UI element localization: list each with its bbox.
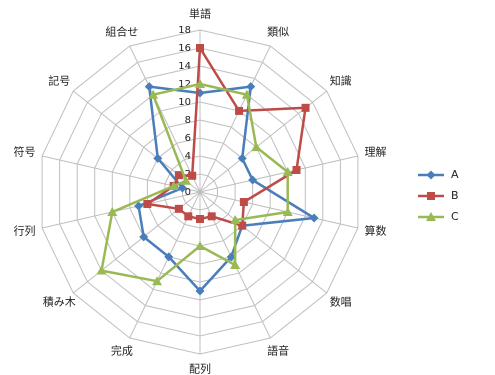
data-point-B-9 (174, 204, 183, 213)
data-point-A-8 (164, 252, 174, 262)
legend-marker-B (427, 192, 435, 200)
tick-label-8: 8 (185, 115, 191, 126)
data-point-C-3 (282, 166, 293, 176)
data-point-B-5 (238, 221, 247, 230)
radar-spokes (41, 30, 359, 354)
tick-label-12: 12 (178, 79, 191, 90)
data-point-B-3 (292, 165, 301, 174)
data-point-B-12 (174, 171, 183, 180)
data-point-B-13 (188, 171, 197, 180)
axis-label-10: 行列 (14, 224, 36, 238)
data-point-A-13 (144, 82, 154, 92)
data-point-A-1 (246, 82, 256, 92)
data-point-A-4 (309, 213, 319, 223)
data-point-C-5 (230, 215, 241, 225)
legend-entry-A: A (418, 168, 459, 181)
data-point-A-9 (139, 232, 149, 242)
series-A (134, 82, 319, 296)
spoke-5 (199, 191, 328, 294)
legend-marker-C (426, 212, 436, 221)
tick-label-6: 6 (185, 133, 191, 144)
spoke-3 (199, 155, 359, 193)
data-point-B-8 (184, 212, 193, 221)
legend-label-B: B (451, 189, 459, 202)
tick-label-14: 14 (178, 61, 191, 72)
data-point-B-1 (235, 106, 244, 115)
data-series (96, 44, 319, 296)
axis-label-1: 類似 (267, 25, 289, 38)
spoke-13 (129, 45, 201, 193)
data-point-B-7 (196, 215, 204, 223)
tick-label-16: 16 (178, 43, 191, 54)
data-point-A-3 (248, 175, 258, 185)
spoke-1 (199, 45, 271, 193)
axis-label-13: 組合せ (105, 24, 138, 38)
data-point-C-11 (168, 180, 179, 190)
data-point-B-6 (207, 212, 216, 221)
data-point-C-12 (180, 175, 191, 185)
axis-label-4: 算数 (365, 224, 387, 238)
data-point-C-10 (107, 207, 118, 217)
axis-label-8: 完成 (111, 344, 133, 358)
data-point-C-0 (195, 79, 205, 88)
spoke-10 (41, 191, 201, 229)
data-point-A-10 (134, 201, 144, 211)
data-point-C-2 (251, 142, 262, 152)
axis-label-12: 記号 (48, 74, 70, 88)
data-point-B-2 (301, 103, 310, 112)
axis-label-0: 単語 (189, 7, 211, 21)
series-C (96, 79, 293, 286)
legend-entry-C: C (418, 210, 459, 223)
data-point-A-7 (195, 286, 205, 296)
tick-label-10: 10 (178, 97, 191, 108)
data-point-C-9 (96, 265, 107, 275)
data-point-A-12 (153, 153, 163, 163)
legend-marker-A (426, 170, 436, 180)
tick-label-4: 4 (185, 151, 191, 162)
axis-label-3: 理解 (365, 145, 387, 159)
legend-label-A: A (451, 168, 459, 181)
data-point-C-6 (230, 259, 241, 269)
tick-label-18: 18 (178, 25, 191, 36)
legend: ABC (418, 168, 459, 223)
axis-label-11: 符号 (14, 146, 36, 159)
data-point-B-4 (239, 198, 248, 207)
legend-entry-B: B (418, 189, 459, 202)
axis-label-7: 配列 (189, 361, 211, 375)
data-point-A-2 (237, 153, 247, 163)
data-point-C-13 (148, 89, 159, 99)
axis-label-6: 語音 (267, 344, 289, 358)
axis-label-2: 知識 (330, 74, 352, 88)
data-point-C-1 (241, 89, 252, 99)
spoke-4 (199, 191, 359, 229)
legend-label-C: C (451, 210, 459, 223)
axis-label-9: 積み木 (43, 295, 76, 309)
data-point-A-11 (177, 183, 187, 193)
axis-label-5: 数唱 (330, 296, 352, 309)
tick-label-0: 0 (185, 187, 191, 198)
data-point-C-8 (152, 276, 163, 286)
data-point-B-0 (196, 44, 204, 52)
data-point-C-4 (282, 207, 293, 217)
data-point-A-6 (226, 252, 236, 262)
data-point-B-10 (143, 200, 152, 209)
data-point-C-7 (195, 241, 205, 250)
